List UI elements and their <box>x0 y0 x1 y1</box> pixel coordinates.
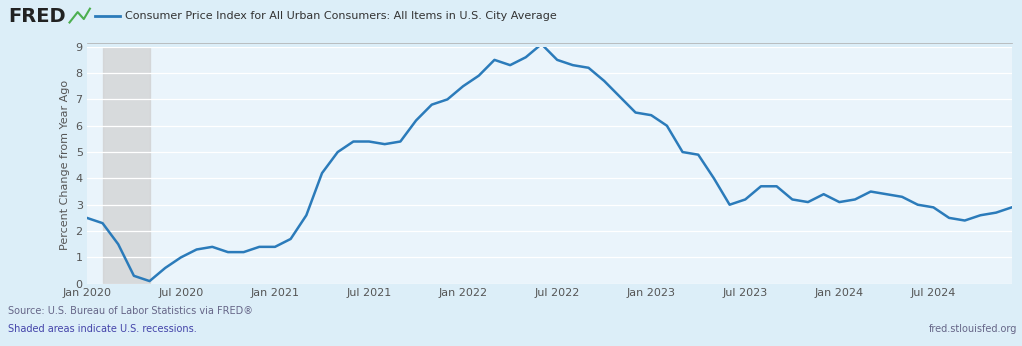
Text: Consumer Price Index for All Urban Consumers: All Items in U.S. City Average: Consumer Price Index for All Urban Consu… <box>125 11 556 20</box>
Bar <box>102 47 149 284</box>
Text: Shaded areas indicate U.S. recessions.: Shaded areas indicate U.S. recessions. <box>8 324 197 334</box>
Y-axis label: Percent Change from Year Ago: Percent Change from Year Ago <box>60 80 71 250</box>
Text: fred.stlouisfed.org: fred.stlouisfed.org <box>929 324 1017 334</box>
Text: FRED: FRED <box>8 7 65 26</box>
Text: Source: U.S. Bureau of Labor Statistics via FRED®: Source: U.S. Bureau of Labor Statistics … <box>8 306 253 316</box>
